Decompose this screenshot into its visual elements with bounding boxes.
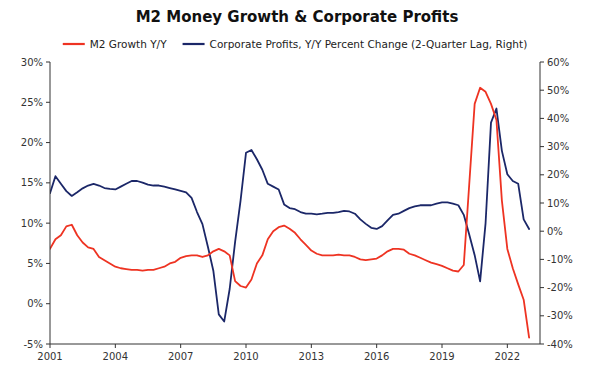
- y2-tick-label: -30%: [547, 310, 573, 321]
- y-tick-label: 5%: [27, 258, 43, 269]
- y-tick: [46, 182, 50, 183]
- legend-label: M2 Growth Y/Y: [90, 38, 167, 50]
- x-tick-label: 2016: [364, 351, 389, 362]
- y2-tick: [540, 90, 544, 91]
- title: M2 Money Growth & Corporate Profits: [136, 8, 459, 26]
- x-tick-label: 2001: [37, 351, 62, 362]
- y-tick-label: 10%: [21, 218, 43, 229]
- y2-tick: [540, 118, 544, 119]
- y2-tick: [540, 315, 544, 316]
- x-tick-label: 2013: [299, 351, 324, 362]
- y2-tick-label: -20%: [547, 282, 573, 293]
- y2-tick: [540, 62, 544, 63]
- x-tick: [180, 344, 181, 348]
- x-axis-line: [50, 344, 540, 345]
- y2-tick-label: -10%: [547, 254, 573, 265]
- y-tick: [46, 303, 50, 304]
- y-tick: [46, 263, 50, 264]
- y2-tick-label: -40%: [547, 339, 573, 350]
- x-tick-label: 2019: [429, 351, 454, 362]
- legend-item: M2 Growth Y/Y: [63, 38, 167, 50]
- y-tick-label: -5%: [24, 339, 43, 350]
- y2-tick-label: 0%: [547, 226, 563, 237]
- y2-tick: [540, 287, 544, 288]
- y-axis-line: [50, 62, 51, 344]
- x-tick-label: 2004: [103, 351, 128, 362]
- background: [0, 0, 594, 372]
- x-tick: [50, 344, 51, 348]
- lines: [50, 88, 529, 338]
- y2-tick-label: 10%: [547, 198, 569, 209]
- legend-label: Corporate Profits, Y/Y Percent Change (2…: [210, 38, 528, 50]
- y-tick-label: 15%: [21, 177, 43, 188]
- y2-tick: [540, 174, 544, 175]
- y2-tick-label: 30%: [547, 141, 569, 152]
- y2-tick-label: 40%: [547, 113, 569, 124]
- x-tick: [311, 344, 312, 348]
- legend: M2 Growth Y/Y Corporate Profits, Y/Y Perc…: [63, 38, 527, 50]
- y-tick-label: 20%: [21, 137, 43, 148]
- y-tick: [46, 223, 50, 224]
- series-line: [50, 109, 529, 322]
- x-tick-label: 2022: [495, 351, 520, 362]
- x-tick: [507, 344, 508, 348]
- y2-tick: [540, 203, 544, 204]
- x-tick-label: 2007: [168, 351, 193, 362]
- x-tick: [376, 344, 377, 348]
- y2-tick: [540, 231, 544, 232]
- x-tick: [115, 344, 116, 348]
- y2-tick: [540, 146, 544, 147]
- axes: 2001 2004 2007 2010 2013 2016 2019 2022 -5% 0% 5% 1…: [21, 57, 573, 363]
- y2-tick: [540, 344, 544, 345]
- series-line: [50, 88, 529, 338]
- chart: M2 Money Growth & Corporate Profits20012…: [0, 0, 594, 372]
- y-tick: [46, 344, 50, 345]
- legend-swatch: [63, 43, 85, 45]
- y-tick-label: 30%: [21, 57, 43, 68]
- y-tick-label: 25%: [21, 97, 43, 108]
- x-tick: [442, 344, 443, 348]
- y2-tick-label: 20%: [547, 169, 569, 180]
- x-tick: [246, 344, 247, 348]
- y-tick: [46, 62, 50, 63]
- legend-item: Corporate Profits, Y/Y Percent Change (2…: [183, 38, 528, 50]
- x-tick-label: 2010: [233, 351, 258, 362]
- y2-tick-label: 60%: [547, 57, 569, 68]
- y-tick: [46, 142, 50, 143]
- legend-swatch: [183, 43, 205, 45]
- y-tick-label: 0%: [27, 298, 43, 309]
- y-tick: [46, 102, 50, 103]
- y2-tick: [540, 259, 544, 260]
- y2-tick-label: 50%: [547, 85, 569, 96]
